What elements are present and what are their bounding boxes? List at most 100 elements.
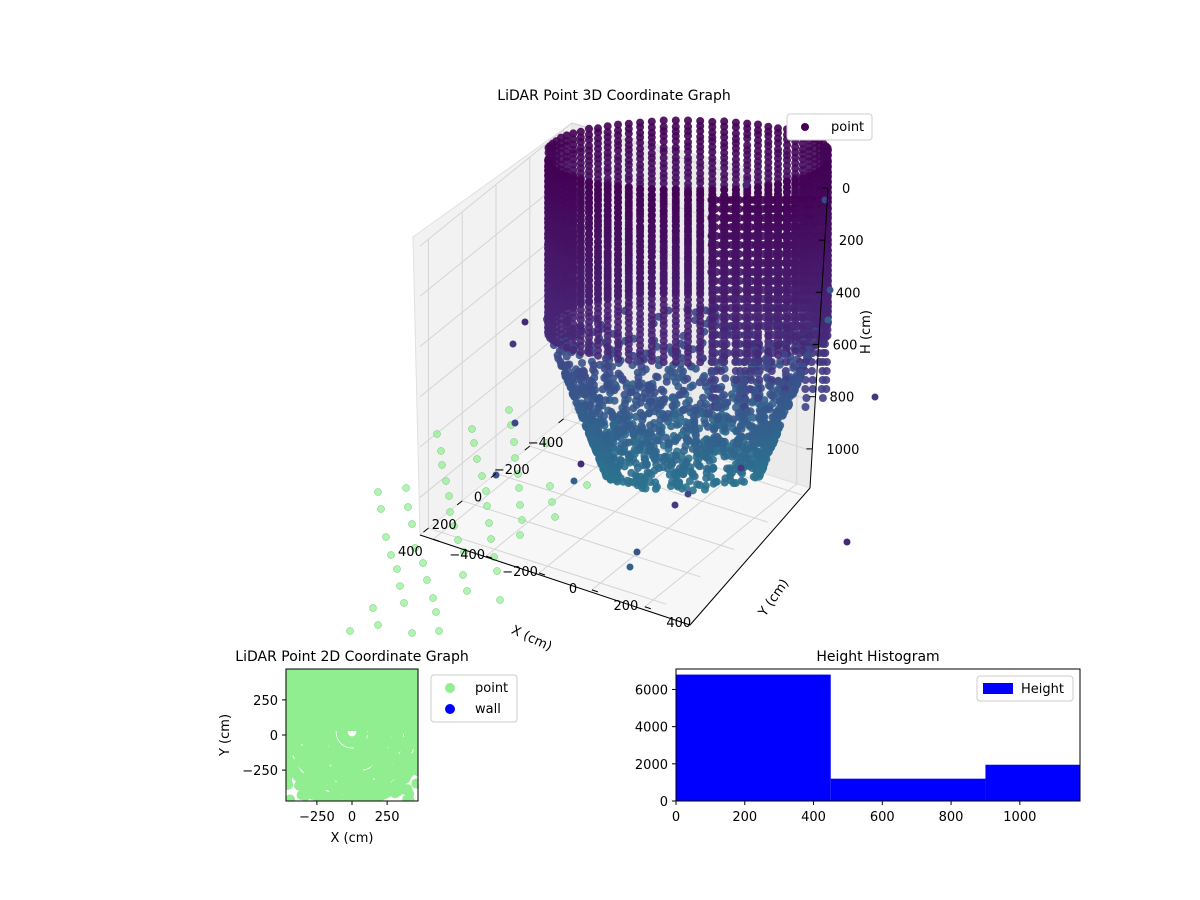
point-3d <box>708 158 717 167</box>
point-3d <box>576 216 585 225</box>
projection-point <box>468 425 476 433</box>
z-tick-label-3d: 800 <box>829 391 854 406</box>
point-3d <box>594 159 602 168</box>
projection-point <box>483 502 491 510</box>
x-tick-label-3d: 400 <box>398 545 423 560</box>
projection-point <box>487 535 495 543</box>
point-3d <box>749 413 758 422</box>
point-3d <box>594 289 602 298</box>
z-axis-line-3d <box>809 187 829 489</box>
point-3d <box>585 338 593 347</box>
point-3d <box>636 246 645 255</box>
point-3d <box>696 217 705 226</box>
point-3d <box>659 248 668 257</box>
projection-point <box>463 587 471 595</box>
point-3d <box>643 438 651 447</box>
projection-point <box>515 484 523 492</box>
point-3d-outlier <box>633 548 641 556</box>
point-3d <box>647 143 656 152</box>
point-3d <box>614 317 622 326</box>
point-3d <box>720 243 729 251</box>
point-3d <box>720 289 729 297</box>
point-3d <box>671 437 680 446</box>
point-3d <box>651 484 660 493</box>
point-3d <box>603 253 612 262</box>
projection-point <box>470 439 478 447</box>
point-3d <box>747 376 756 384</box>
point-3d <box>780 350 789 359</box>
point-3d <box>708 137 717 146</box>
point-3d <box>662 377 671 386</box>
point-3d <box>569 345 578 354</box>
point-3d <box>614 120 622 129</box>
point-3d <box>743 166 752 175</box>
point-3d <box>774 139 782 148</box>
point-3d <box>798 215 807 224</box>
point-3d <box>781 358 790 366</box>
point-3d <box>569 282 578 291</box>
point-3d <box>598 385 607 394</box>
point-3d <box>774 154 782 163</box>
point-3d <box>740 477 748 486</box>
point-3d <box>569 220 578 229</box>
x-axis-label-3d: X (cm) <box>509 623 554 655</box>
point-3d <box>614 131 622 140</box>
projection-point <box>516 531 524 539</box>
point-3d <box>701 378 710 387</box>
point-3d <box>731 252 740 261</box>
projection-point <box>423 576 431 584</box>
point-3d <box>696 305 705 314</box>
point-3d <box>754 152 762 160</box>
point-3d <box>659 254 668 263</box>
point-3d-outlier <box>511 419 519 427</box>
point-3d <box>620 390 629 399</box>
point-3d <box>783 198 791 207</box>
point-3d <box>609 453 618 462</box>
point-3d <box>613 477 622 486</box>
legend-3d-marker-point <box>801 123 809 131</box>
projection-point <box>419 559 427 567</box>
point-3d <box>684 158 692 166</box>
point-3d <box>633 392 642 400</box>
point-3d <box>576 348 585 357</box>
point-3d <box>705 456 714 465</box>
point-3d <box>719 446 728 455</box>
point-3d <box>740 377 749 386</box>
point-3d <box>684 337 692 346</box>
point-3d <box>708 279 717 288</box>
point-3d <box>754 197 762 206</box>
point-3d <box>634 381 643 390</box>
point-3d <box>603 243 612 251</box>
point-3d <box>585 146 593 155</box>
point-3d <box>822 367 831 375</box>
projection-point <box>493 567 501 575</box>
point-3d <box>684 173 692 182</box>
point-3d <box>659 191 668 200</box>
point-3d <box>741 387 750 396</box>
point-3d <box>594 273 602 282</box>
point-3d <box>720 205 729 214</box>
point-3d <box>731 123 740 132</box>
point-3d <box>647 273 656 282</box>
point-3d <box>671 321 680 330</box>
grid-line-y-floor <box>432 415 586 540</box>
point-3d <box>647 216 656 225</box>
projection-point <box>518 516 526 524</box>
point-3d <box>580 414 589 423</box>
point-3d <box>603 122 612 131</box>
point-3d <box>622 405 631 414</box>
point-3d <box>680 446 688 455</box>
point-3d <box>743 215 752 224</box>
point-3d <box>589 365 598 374</box>
projection-point <box>377 505 385 513</box>
point-3d <box>764 206 773 215</box>
point-3d <box>636 138 645 147</box>
point-3d <box>683 374 692 383</box>
point-3d <box>603 168 612 177</box>
projection-point <box>435 627 443 635</box>
projection-point <box>393 565 401 573</box>
point-3d <box>603 301 612 310</box>
point-3d <box>696 337 705 346</box>
point-3d <box>569 267 578 276</box>
